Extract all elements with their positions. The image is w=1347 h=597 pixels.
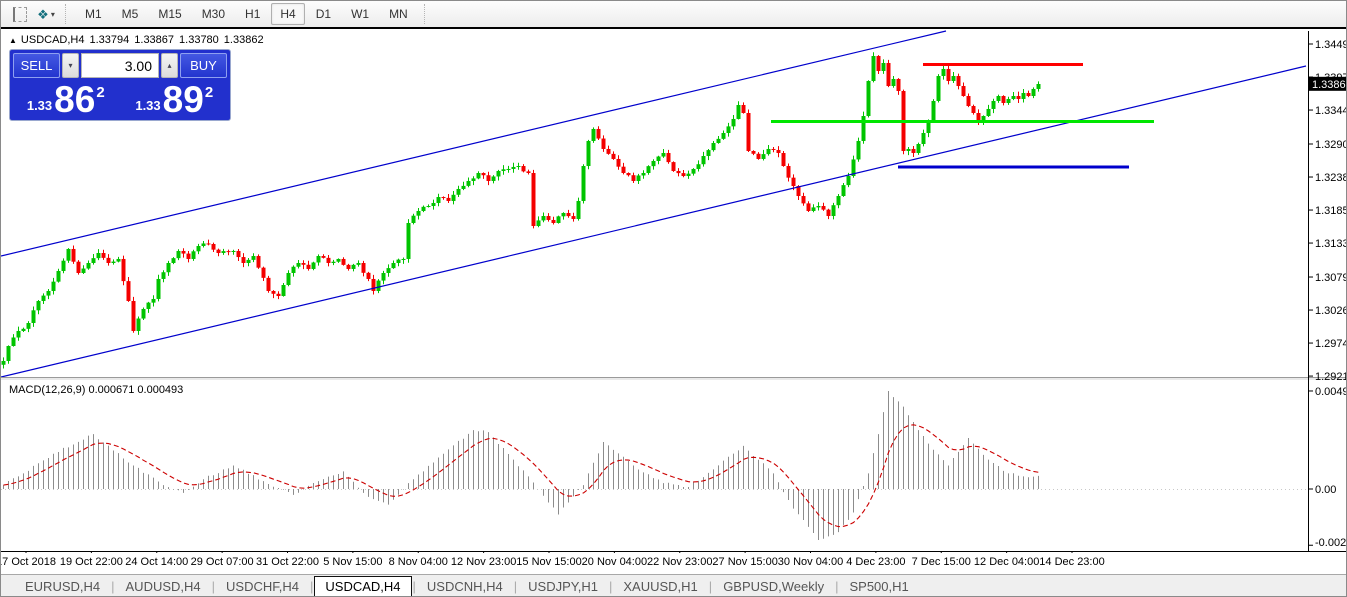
chart-tab-bar: EURUSD,H4 | AUDUSD,H4 | USDCHF,H4 | USDCAD,H4 |…: [1, 574, 1346, 596]
macd-indicator-label: MACD(12,26,9) 0.000671 0.000493: [9, 384, 184, 396]
symbol-period-label: USDCAD,H4: [20, 34, 85, 46]
buy-button[interactable]: BUY: [180, 53, 227, 78]
tab-separator: |: [211, 579, 216, 594]
tab-separator: |: [513, 579, 518, 594]
price-tick-label: 1.31855: [1315, 205, 1347, 217]
price-tick-label: 1.29215: [1315, 371, 1347, 383]
timeframe-button-m15[interactable]: M15: [149, 3, 190, 25]
buy-price-prefix: 1.33: [135, 98, 161, 113]
chart-tab-eurusd-h4[interactable]: EURUSD,H4: [25, 579, 101, 594]
time-tick-label: 22 Nov 23:00: [647, 556, 713, 568]
tab-separator: |: [608, 579, 613, 594]
current-price-box: 1.33862: [1312, 79, 1347, 91]
tab-separator: |: [412, 579, 416, 594]
dashed-box-glyph: [13, 6, 27, 22]
price-tick-label: 1.31330: [1315, 238, 1347, 250]
macd-tick-label: 0.004999: [1315, 386, 1347, 398]
chart-objects-layer: [1, 30, 1307, 378]
time-tick-label: 12 Nov 23:00: [450, 556, 517, 568]
tab-separator: |: [310, 579, 314, 594]
price-tick-label: 1.32380: [1315, 172, 1347, 184]
chart-tab-usdchf-h4[interactable]: USDCHF,H4: [226, 579, 299, 594]
price-tick-label: 1.30265: [1315, 305, 1347, 317]
timeframe-group: M1 M5 M15 M30 H1 H4 D1 W1 MN: [75, 3, 418, 25]
chart-template-icon[interactable]: [9, 4, 31, 24]
macd-tick-label: 0.00: [1315, 484, 1336, 496]
tab-separator: |: [111, 579, 115, 594]
toolbar-separator: [423, 4, 426, 24]
tile-windows-icon[interactable]: ❖ ▾: [35, 4, 57, 24]
timeframe-button-mn[interactable]: MN: [380, 3, 417, 25]
time-tick-label: 12 Dec 04:00: [973, 556, 1040, 568]
chart-tab-usdcnh-h4[interactable]: USDCNH,H4: [426, 579, 503, 594]
timeframe-button-w1[interactable]: W1: [342, 3, 378, 25]
time-tick-label: 15 Nov 15:00: [516, 556, 582, 568]
price-tick-label: 1.29740: [1315, 338, 1347, 350]
buy-price-big-digits: 89: [162, 79, 204, 121]
time-tick-label: 30 Nov 04:00: [777, 556, 844, 568]
toolbar: ❖ ▾ M1 M5 M15 M30 H1 H4 D1 W1 MN: [1, 1, 1346, 29]
time-axis: 17 Oct 2018 19 Oct 22:00 24 Oct 14:00 29 Oc…: [0, 553, 1346, 574]
time-tick-label: 7 Dec 15:00: [911, 556, 971, 568]
chart-tab-xauusd-h1[interactable]: XAUUSD,H1: [623, 579, 698, 594]
low-value: 1.33780: [179, 34, 219, 46]
toolbar-separator: [65, 4, 67, 24]
timeframe-button-h4[interactable]: H4: [271, 3, 305, 25]
axes-layer: 1.344951.339701.334451.329051.323801.318…: [1, 31, 1347, 556]
sell-price-superscript: 2: [96, 84, 105, 101]
chart-tab-gbpusd-weekly[interactable]: GBPUSD,Weekly: [723, 579, 825, 594]
price-tick-label: 1.32905: [1315, 139, 1347, 151]
timeframe-button-m1[interactable]: M1: [76, 3, 111, 25]
high-value: 1.33867: [134, 34, 175, 46]
price-tick-label: 1.30790: [1315, 272, 1347, 284]
time-tick-label: 24 Oct 14:00: [125, 556, 189, 568]
buy-price-superscript: 2: [204, 84, 214, 101]
sell-button[interactable]: SELL: [13, 53, 60, 78]
timeframe-button-h1[interactable]: H1: [236, 3, 269, 25]
collapse-marker-icon: ▲: [9, 36, 17, 45]
price-chart-canvas[interactable]: 1.344951.339701.334451.329051.323801.318…: [1, 1, 1347, 574]
volume-input[interactable]: [81, 53, 159, 78]
time-tick-label: 29 Oct 07:00: [190, 556, 254, 568]
time-tick-label: 31 Oct 22:00: [256, 556, 319, 568]
chart-tab-sp500-h1[interactable]: SP500,H1: [849, 579, 909, 594]
chart-tab-usdjpy-h1[interactable]: USDJPY,H1: [528, 579, 598, 594]
volume-decrease-button[interactable]: ▾: [62, 53, 79, 78]
time-tick-label: 20 Nov 04:00: [581, 556, 648, 568]
chart-tab-audusd-h4[interactable]: AUDUSD,H4: [125, 579, 201, 594]
tab-separator: |: [835, 579, 839, 594]
time-tick-label: 17 Oct 2018: [0, 556, 56, 568]
time-tick-label: 8 Nov 04:00: [388, 556, 448, 568]
tab-separator: |: [708, 579, 713, 594]
timeframe-button-m5[interactable]: M5: [113, 3, 148, 25]
time-tick-label: 27 Nov 15:00: [712, 556, 778, 568]
timeframe-button-d1[interactable]: D1: [307, 3, 340, 25]
chevron-down-icon: ▾: [50, 9, 55, 19]
volume-increase-button[interactable]: ▴: [161, 53, 178, 78]
time-tick-label: 5 Nov 15:00: [323, 556, 383, 568]
time-tick-label: 14 Dec 23:00: [1039, 556, 1105, 568]
diamonds-glyph: ❖: [37, 6, 49, 22]
time-tick-label: 19 Oct 22:00: [59, 556, 123, 568]
macd-layer: [1, 390, 1308, 540]
price-tick-label: 1.34495: [1315, 39, 1347, 51]
sell-price-prefix: 1.33: [26, 98, 53, 113]
buy-price-display[interactable]: 1.33 89 2: [122, 79, 228, 121]
close-value: 1.33862: [223, 34, 264, 46]
candles-layer: [1, 52, 1041, 369]
ohlc-info-line: ▲ USDCAD,H4 1.33794 1.33867 1.33780 1.33862: [9, 34, 269, 46]
price-tick-label: 1.33445: [1315, 105, 1347, 117]
macd-tick-label: -0.002868: [1315, 537, 1347, 549]
sell-price-big-digits: 86: [54, 79, 96, 121]
open-value: 1.33794: [89, 34, 130, 46]
timeframe-button-m30[interactable]: M30: [193, 3, 234, 25]
time-tick-label: 4 Dec 23:00: [846, 556, 906, 568]
sell-price-display[interactable]: 1.33 86 2: [13, 79, 119, 121]
chart-tab-usdcad-h4[interactable]: USDCAD,H4: [314, 576, 412, 596]
